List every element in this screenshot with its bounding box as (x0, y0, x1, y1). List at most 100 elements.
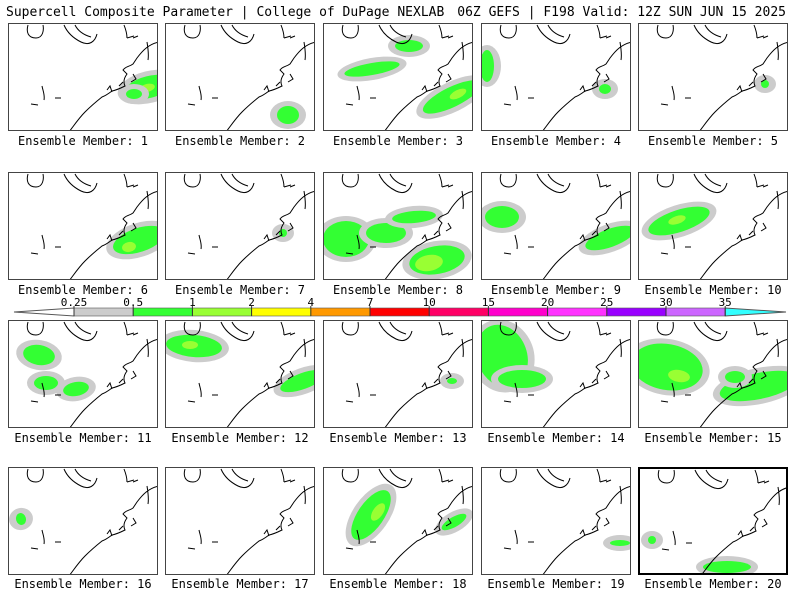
colorbar-label: 15 (481, 296, 496, 309)
scp-shade-1-to-2 (370, 503, 386, 521)
member-label-2: Ensemble Member: 2 (174, 134, 306, 148)
scp-map-17 (183, 468, 314, 574)
scp-shade-0-5-to-1 (599, 84, 611, 94)
member-panel-8[interactable] (323, 172, 473, 280)
member-panel-17[interactable] (165, 467, 315, 575)
coastline-outline (341, 173, 472, 279)
member-label-14: Ensemble Member: 14 (487, 431, 625, 445)
member-label-13: Ensemble Member: 13 (329, 431, 467, 445)
member-panel-13[interactable] (323, 320, 473, 428)
member-label-19: Ensemble Member: 19 (487, 577, 625, 591)
scp-shade-0-5-to-1 (761, 80, 769, 88)
colorbar-svg (13, 306, 787, 317)
coastline-outline (183, 468, 314, 574)
scp-shade-0-5-to-1 (126, 89, 142, 99)
scp-shade-0-5-to-1 (703, 561, 751, 573)
scp-map-19 (499, 468, 630, 574)
coastline-outline (656, 321, 787, 427)
scp-shade-0-5-to-1 (63, 381, 89, 397)
scp-shade-0-5-to-1 (351, 490, 391, 540)
scp-shade-0-5-to-1 (344, 61, 400, 77)
colorbar-label: 4 (307, 296, 315, 309)
colorbar-segment (606, 307, 667, 317)
scp-shade-1-to-2 (449, 88, 467, 100)
coastline-outline (341, 24, 472, 130)
colorbar-segment (310, 307, 371, 317)
member-label-17: Ensemble Member: 17 (171, 577, 309, 591)
member-label-6: Ensemble Member: 6 (17, 283, 149, 297)
colorbar-label: 30 (659, 296, 673, 309)
member-label-11: Ensemble Member: 11 (14, 431, 152, 445)
scp-map-11 (16, 321, 157, 427)
scp-map-6 (26, 173, 157, 279)
member-panel-14[interactable] (481, 320, 631, 428)
coastline-outline (657, 469, 786, 573)
scp-map-1 (26, 24, 157, 130)
coastline-outline (499, 24, 630, 130)
coastline-outline (26, 173, 157, 279)
colorbar-label: 25 (600, 296, 614, 309)
member-label-20: Ensemble Member: 20 (644, 577, 782, 591)
coastline-outline (26, 468, 157, 574)
scp-shade-0-5-to-1 (725, 371, 745, 383)
scp-shade-0-5-to-1 (277, 106, 299, 124)
scp-shade-0-5-to-1 (585, 225, 630, 251)
colorbar-label: 10 (422, 296, 436, 309)
coastline-outline (183, 173, 314, 279)
member-panel-9[interactable] (481, 172, 631, 280)
scp-map-8 (324, 173, 472, 279)
coastline-outline (183, 321, 314, 427)
page-title: Supercell Composite Parameter | College … (6, 5, 445, 20)
member-panel-18[interactable] (323, 467, 473, 575)
colorbar-label: 35 (718, 296, 732, 309)
colorbar-segment (73, 307, 134, 317)
coastline-outline (656, 24, 787, 130)
member-panel-2[interactable] (165, 23, 315, 131)
scp-shade-0-5-to-1 (648, 536, 656, 544)
scp-map-7 (183, 173, 314, 279)
member-panel-19[interactable] (481, 467, 631, 575)
scp-shade-1-to-2 (668, 369, 690, 383)
scp-shade-1-to-2 (668, 215, 686, 225)
scp-map-18 (341, 468, 472, 574)
scp-shade-0-5-to-1 (441, 513, 467, 531)
member-label-1: Ensemble Member: 1 (17, 134, 149, 148)
member-label-10: Ensemble Member: 10 (644, 283, 782, 297)
member-panel-12[interactable] (165, 320, 315, 428)
member-panel-1[interactable] (8, 23, 158, 131)
member-label-5: Ensemble Member: 5 (647, 134, 779, 148)
coastline-outline (183, 24, 314, 130)
coastline-outline (341, 321, 472, 427)
valid-time: 06Z GEFS | F198 Valid: 12Z SUN JUN 15 20… (457, 5, 786, 20)
colorbar-segment (547, 307, 608, 317)
scp-shade-0-5-to-1 (498, 370, 546, 388)
coastline-outline (656, 173, 787, 279)
member-panel-15[interactable] (638, 320, 788, 428)
colorbar-label: 20 (540, 296, 555, 309)
scp-shade-0-5-to-1 (485, 206, 519, 228)
member-label-3: Ensemble Member: 3 (332, 134, 464, 148)
colorbar-label: 2 (248, 296, 255, 309)
scp-map-15 (639, 321, 787, 427)
member-panel-3[interactable] (323, 23, 473, 131)
member-panel-6[interactable] (8, 172, 158, 280)
coastline-outline (499, 173, 630, 279)
member-panel-4[interactable] (481, 23, 631, 131)
scp-shade-1-to-2 (415, 254, 443, 272)
colorbar-segment (369, 307, 430, 317)
scp-shade-0-5-to-1 (34, 376, 58, 390)
member-panel-10[interactable] (638, 172, 788, 280)
scp-shade-0-5-to-1 (23, 344, 55, 366)
member-panel-16[interactable] (8, 467, 158, 575)
member-panel-7[interactable] (165, 172, 315, 280)
colorbar-label: 1 (189, 296, 196, 309)
scp-shade-0-5-to-1 (392, 210, 436, 224)
scp-shade-1-to-2 (122, 241, 136, 253)
member-panel-11[interactable] (8, 320, 158, 428)
colorbar-segment (665, 307, 726, 317)
member-label-18: Ensemble Member: 18 (329, 577, 467, 591)
colorbar-label: 0.25 (60, 296, 88, 309)
member-panel-20[interactable] (638, 467, 788, 575)
scp-map-13 (341, 321, 472, 427)
member-panel-5[interactable] (638, 23, 788, 131)
